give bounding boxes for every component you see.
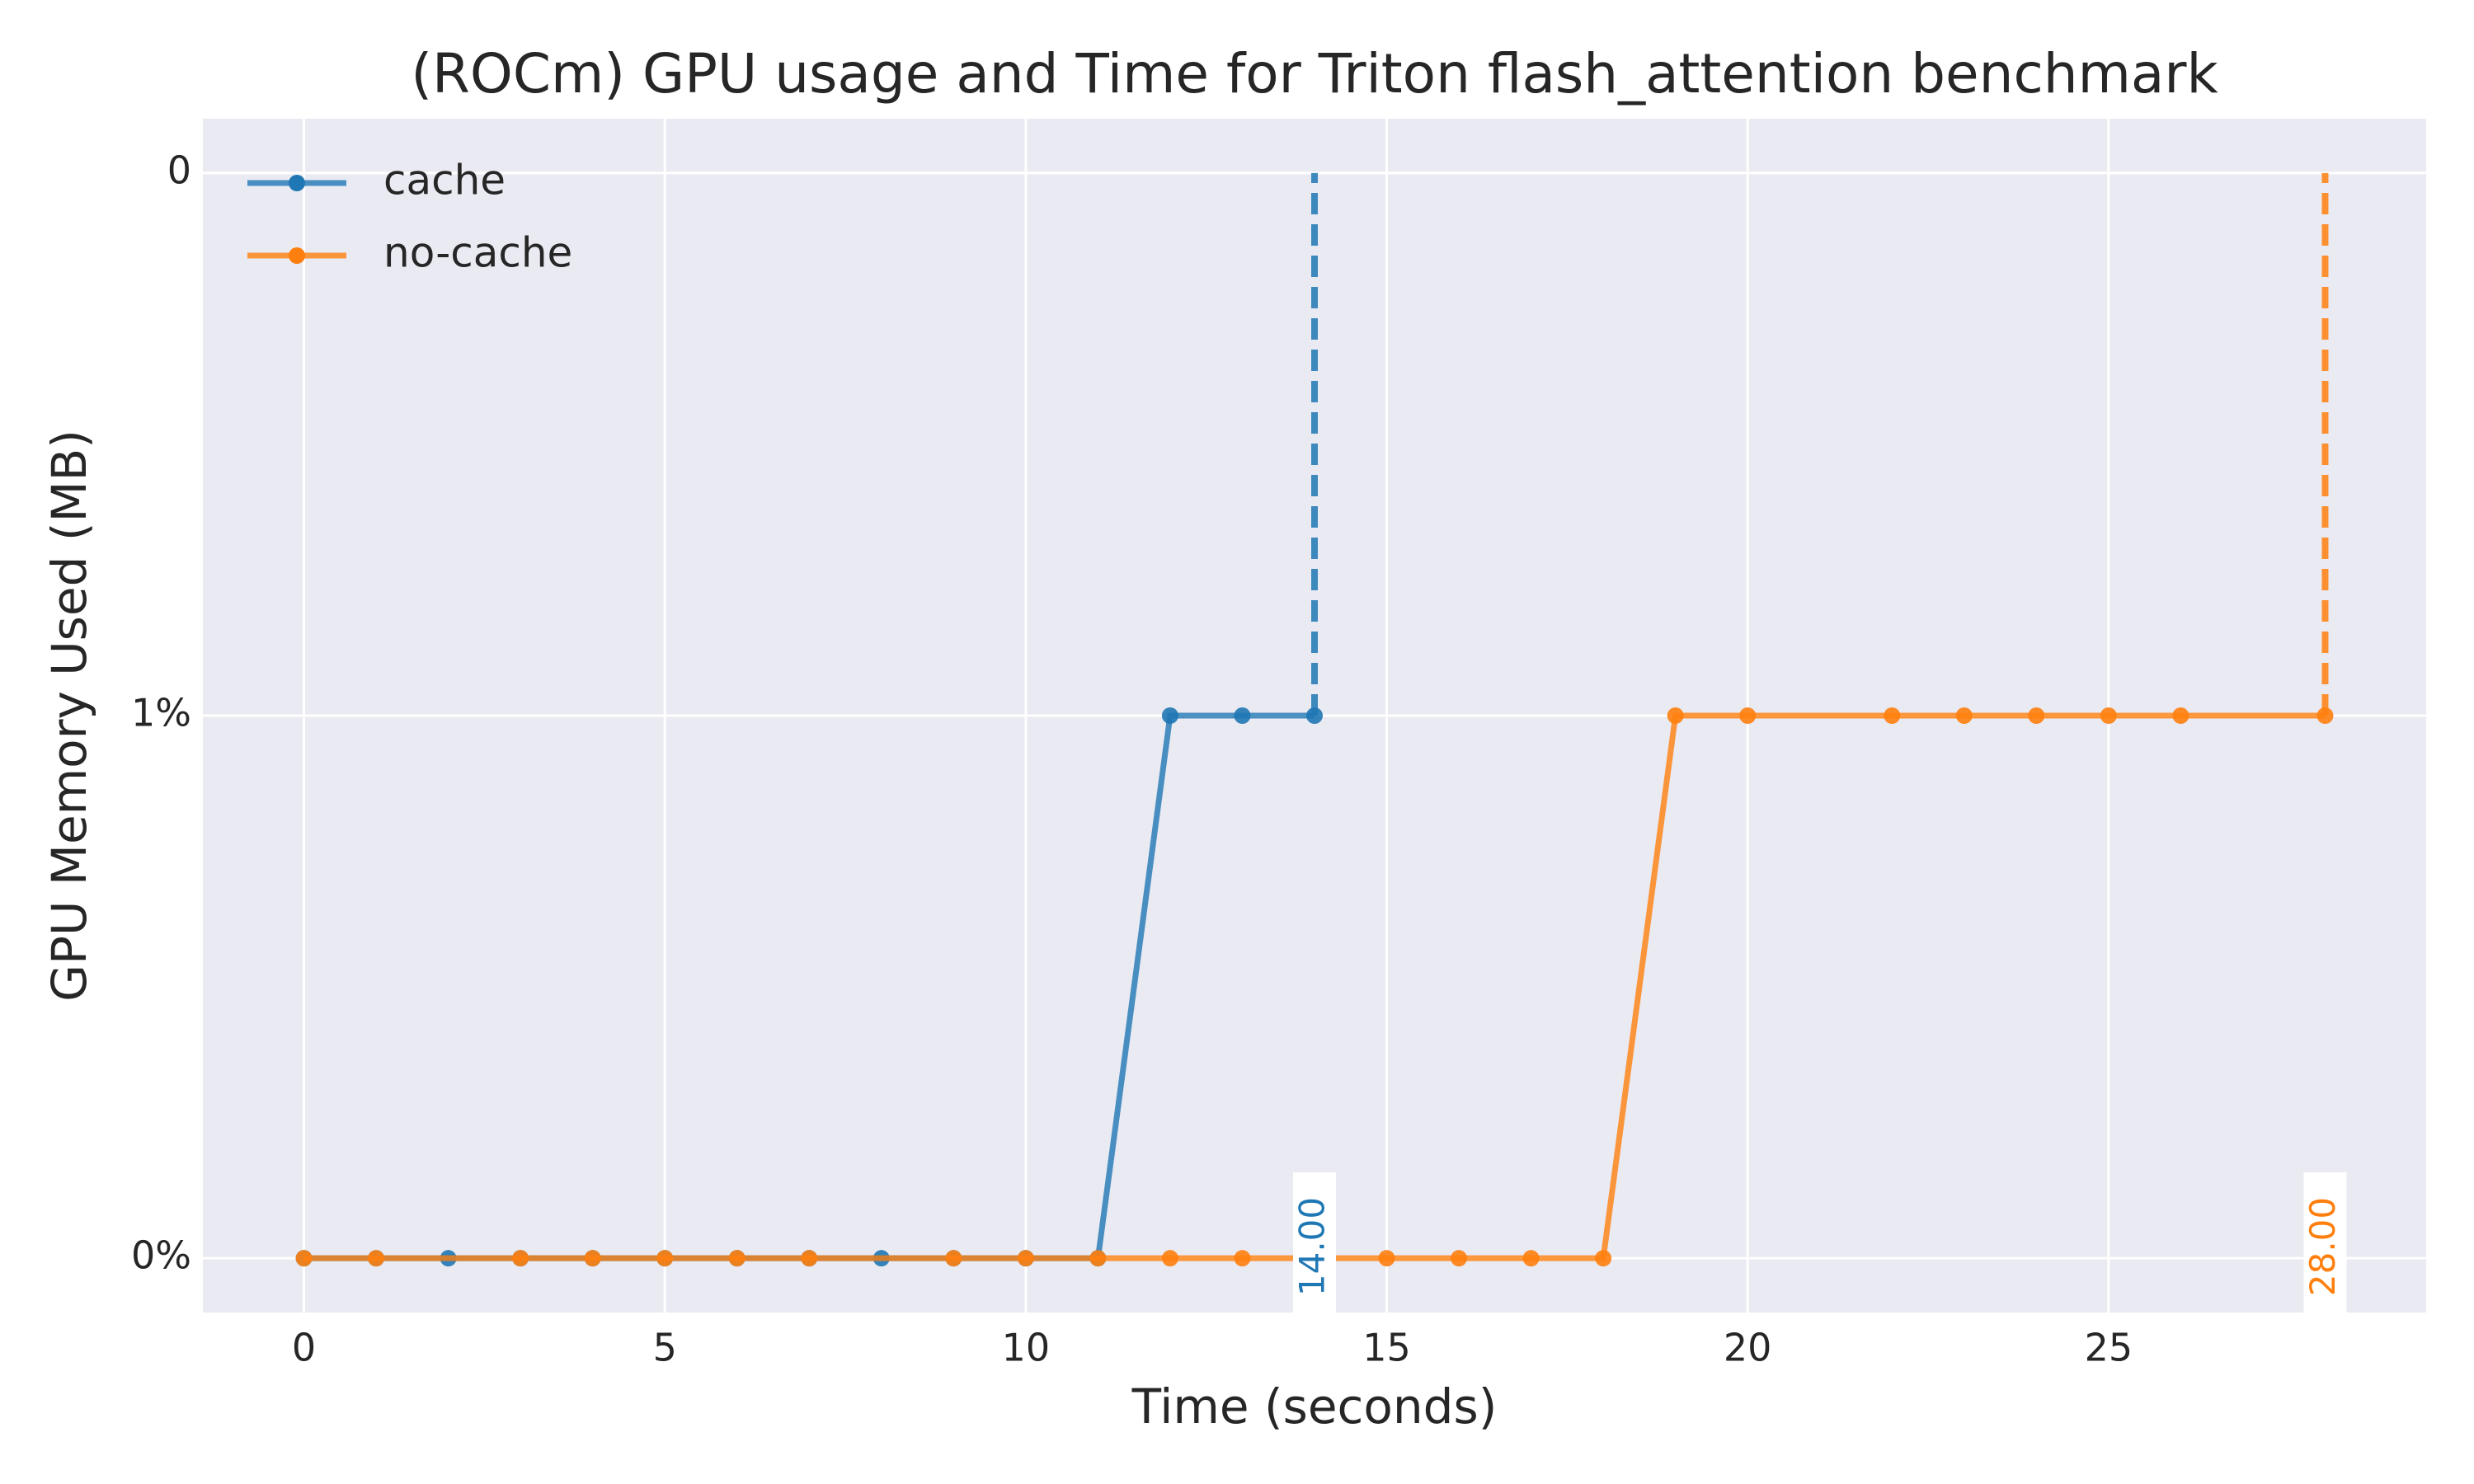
point [512, 1250, 529, 1267]
annotation-label: 14.00 [1292, 1197, 1333, 1296]
legend-label: no-cache [383, 229, 572, 277]
point [1378, 1250, 1395, 1267]
legend-marker [289, 175, 305, 191]
x-tick-label: 0 [292, 1326, 316, 1370]
point [295, 1250, 313, 1267]
point [1451, 1250, 1468, 1267]
y-tick-label: 0 [167, 148, 191, 192]
point [1739, 707, 1757, 724]
end-annotation: 28.00 [2302, 1172, 2347, 1321]
y-axis-label: GPU Memory Used (MB) [41, 430, 97, 1002]
point [1234, 1250, 1251, 1267]
point [2100, 707, 2117, 724]
legend-marker [289, 247, 305, 264]
point [1884, 707, 1901, 724]
point [801, 1250, 818, 1267]
plot: 14.00 28.00 [295, 172, 2347, 1321]
point [1017, 1250, 1034, 1267]
x-tick-label: 5 [653, 1326, 677, 1370]
point [1667, 707, 1684, 724]
legend-label: cache [383, 157, 506, 204]
end-annotation: 14.00 [1292, 1172, 1336, 1321]
legend: cache no-cache [247, 157, 572, 277]
point [1522, 1250, 1540, 1267]
x-tick-label: 20 [1724, 1326, 1772, 1370]
x-tick-label: 25 [2085, 1326, 2133, 1370]
y-tick-label: 1% [131, 691, 191, 735]
point [1955, 707, 1973, 724]
point [2172, 707, 2189, 724]
point [1089, 1250, 1107, 1267]
point [656, 1250, 674, 1267]
point [1234, 707, 1251, 724]
x-tick-label: 15 [1362, 1326, 1411, 1370]
annotation-box [2303, 1172, 2347, 1321]
point [1161, 707, 1178, 724]
point [368, 1250, 385, 1267]
y-tick-label: 0% [131, 1233, 191, 1278]
annotation-label: 28.00 [2302, 1197, 2343, 1296]
x-axis-label: Time (seconds) [1131, 1378, 1498, 1435]
chart-title: (ROCm) GPU usage and Time for Triton fla… [411, 42, 2218, 106]
point [2028, 707, 2045, 724]
point [1595, 1250, 1612, 1267]
point [1161, 1250, 1178, 1267]
point [584, 1250, 601, 1267]
annotation-box [1293, 1172, 1336, 1321]
point [945, 1250, 962, 1267]
point [728, 1250, 745, 1267]
x-tick-label: 10 [1002, 1326, 1051, 1370]
